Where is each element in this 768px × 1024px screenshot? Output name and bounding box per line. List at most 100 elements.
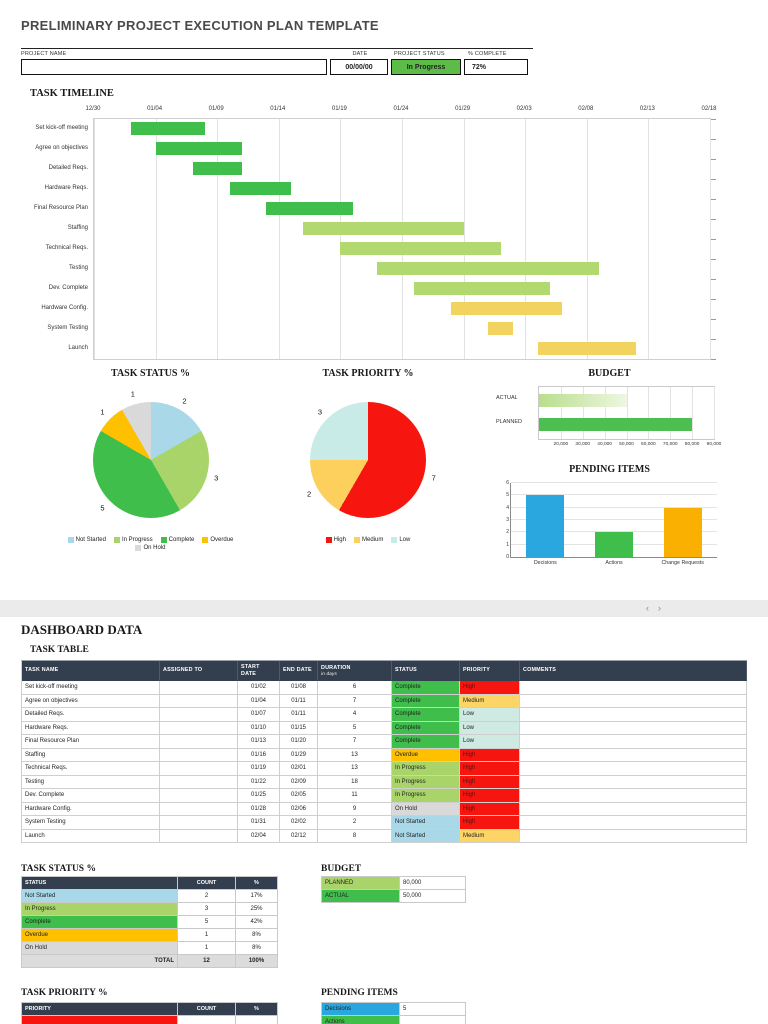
legend-swatch-icon — [391, 537, 398, 543]
task-table-header-cell: ASSIGNED TO — [160, 661, 238, 681]
task-table-cell: 13 — [318, 748, 392, 762]
pie-value-label: 7 — [431, 473, 436, 483]
summary-percent-cell: 25% — [236, 903, 278, 916]
task-table-header-cell: DURATION in days — [318, 661, 392, 681]
task-table-cell: 02/06 — [280, 802, 318, 816]
task-table-cell: In Progress — [392, 775, 460, 789]
budget-axis-label: 70,000 — [662, 442, 678, 447]
gantt-axis-tick — [711, 259, 716, 260]
task-table-cell: 02/01 — [280, 762, 318, 776]
task-table-row: Hardware Reqs. 01/10 01/15 5 Complete Low — [22, 721, 747, 735]
budget-gridline — [582, 387, 584, 439]
legend-item: In Progress — [113, 537, 153, 543]
gantt-bar — [451, 302, 563, 315]
total-label: TOTAL — [22, 955, 178, 968]
gantt-row: Staffing — [68, 219, 710, 239]
pending-category-label: Actions — [605, 560, 623, 566]
summary-label-cell: In Progress — [22, 903, 178, 916]
pie-value-label: 3 — [317, 407, 322, 417]
gantt-axis-tick — [711, 359, 716, 360]
column-label: COUNT — [178, 1003, 236, 1016]
task-table-cell — [520, 735, 747, 749]
total-percent: 100% — [236, 955, 278, 968]
gantt-axis-label: 01/09 — [208, 106, 224, 112]
task-table-cell — [160, 789, 238, 803]
gantt-row: Launch — [68, 339, 710, 359]
scroll-left-icon[interactable]: ‹ — [646, 603, 649, 613]
task-table-cell: Not Started — [392, 816, 460, 830]
task-table-row: Set kick-off meeting 01/02 01/08 6 Complete H… — [22, 681, 747, 695]
total-count: 12 — [178, 955, 236, 968]
gantt-bar — [229, 182, 292, 195]
gantt-task-label: Technical Reqs. — [45, 245, 88, 251]
project-name-field — [21, 59, 327, 75]
summary-table-header-row: STATUS COUNT% — [22, 877, 278, 890]
summary-table-row: In Progress 3 25% — [22, 903, 278, 916]
task-table-cell: Complete — [392, 681, 460, 695]
scroll-right-icon[interactable]: › — [658, 603, 661, 613]
task-table-cell — [160, 708, 238, 722]
task-table-cell: 5 — [318, 721, 392, 735]
task-table-cell: High — [460, 816, 520, 830]
gantt-gridline — [648, 119, 650, 359]
legend-item: Low — [391, 537, 410, 543]
task-table-cell: Low — [460, 708, 520, 722]
gantt-axis-tick — [711, 239, 716, 240]
task-table-cell — [160, 694, 238, 708]
task-table-cell: 01/28 — [238, 802, 280, 816]
gantt-axis-label: 12/30 — [85, 106, 101, 112]
gantt-row: Hardware Config. — [41, 299, 710, 319]
task-table-cell: High — [460, 789, 520, 803]
summary-value-cell: 80,000 — [400, 877, 466, 890]
task-status-legend: Not Started In Progress Complete Overdue On … — [56, 537, 246, 551]
task-table-cell: 01/20 — [280, 735, 318, 749]
legend-swatch-icon — [113, 537, 120, 543]
gantt-task-label: Set kick-off meeting — [35, 125, 88, 131]
task-table-cell: Agree on objectives — [22, 694, 160, 708]
summary-percent-cell: 42% — [236, 916, 278, 929]
task-table-cell — [520, 802, 747, 816]
task-table-cell: 4 — [318, 708, 392, 722]
summary-labels-row: PROJECT NAME DATE PROJECT STATUS % COMPL… — [21, 51, 533, 57]
budget-plot: 20,000 30,000 40,000 50,000 60,000 70,000 80,0… — [538, 386, 721, 447]
gantt-gridline — [402, 119, 403, 359]
task-table-cell: 01/11 — [280, 694, 318, 708]
pie-value-label: 2 — [182, 396, 187, 406]
budget-axis-label: 60,000 — [641, 442, 656, 447]
task-table-cell — [520, 816, 747, 830]
legend-label: High — [333, 537, 346, 543]
task-table-cell: Detailed Reqs. — [22, 708, 160, 722]
task-table-cell — [520, 708, 747, 722]
task-table-cell: Final Resource Plan — [22, 735, 160, 749]
task-table-row: System Testing 01/31 02/02 2 Not Started High — [22, 816, 747, 830]
task-table-cell: System Testing — [22, 816, 160, 830]
gantt-axis-tick — [711, 339, 716, 340]
summary-percent-cell: 17% — [236, 890, 278, 903]
gantt-bar — [414, 282, 550, 295]
gantt-row: Hardware Reqs. — [45, 179, 710, 199]
gantt-plot: Set kick-off meeting Agree on objectives D… — [34, 118, 716, 360]
legend-item: Complete — [160, 537, 194, 543]
task-timeline-heading: TASK TIMELINE — [30, 88, 114, 99]
gantt-axis-label: 01/14 — [270, 106, 286, 112]
summary-count-cell — [178, 1016, 236, 1024]
legend-swatch-icon — [160, 537, 167, 543]
task-table-cell: 7 — [318, 694, 392, 708]
summary-value-cell — [400, 1016, 466, 1024]
task-timeline-chart: 12/30 01/04 01/09 01/14 01/19 01/24 01/29 02/03… — [22, 106, 717, 362]
gantt-bar — [155, 142, 242, 155]
summary-value-cell: 5 — [400, 1003, 466, 1016]
task-table-cell: 01/11 — [280, 708, 318, 722]
task-table-cell — [160, 802, 238, 816]
task-table-cell — [160, 762, 238, 776]
pending-summary-heading: PENDING ITEMS — [321, 988, 398, 998]
task-table-row: Technical Reqs. 01/19 02/01 13 In Progress Hi… — [22, 762, 747, 776]
status-summary-table: STATUS COUNT% Not Started 2 17% In Progress 3 2… — [21, 876, 278, 968]
pending-axis-label: 5 — [506, 492, 509, 499]
pending-gridline — [511, 519, 717, 520]
task-table-cell: 8 — [318, 829, 392, 843]
gantt-task-label: Hardware Reqs. — [44, 185, 88, 191]
summary-count-cell: 3 — [178, 903, 236, 916]
pending-axis-label: 0 — [506, 554, 509, 560]
date-label: DATE — [352, 51, 368, 57]
